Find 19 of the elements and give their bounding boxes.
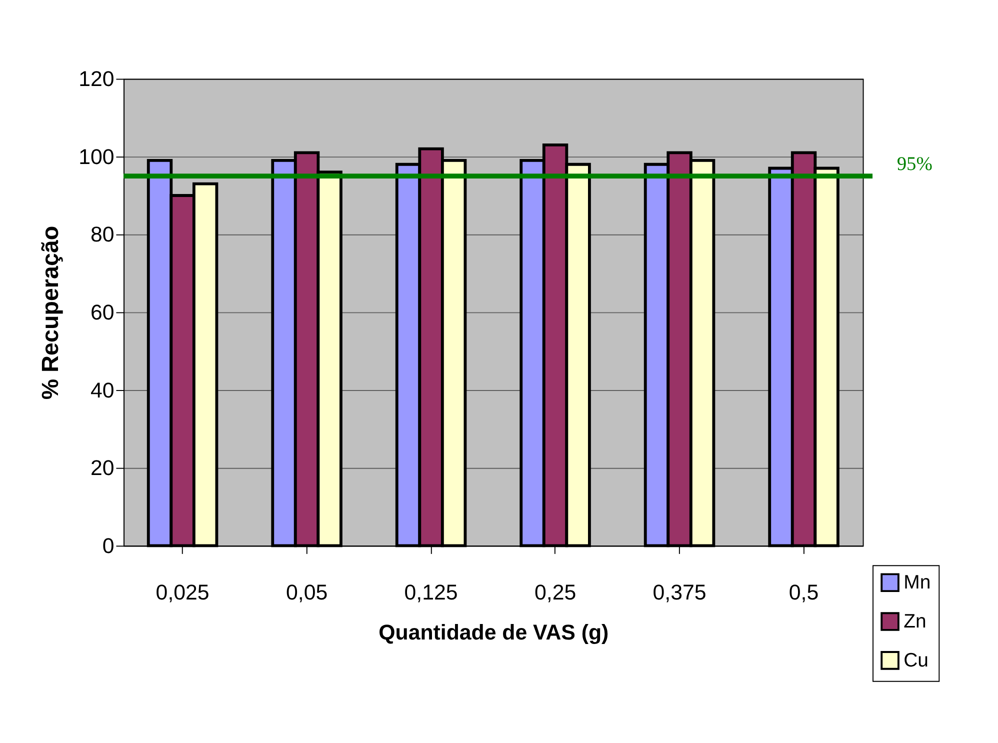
x-tick-label: 0,125 (404, 580, 458, 605)
x-tick-label: 0,25 (534, 580, 576, 605)
x-tick-label: 0,025 (156, 580, 210, 605)
legend-label: Zn (904, 610, 926, 632)
x-axis-title: Quantidade de VAS (g) (378, 620, 609, 645)
legend-label: Cu (904, 649, 929, 672)
y-tick-label: 0 (102, 534, 114, 558)
ref-line-label: 95% (896, 154, 932, 176)
y-axis-title: % Recuperação (37, 226, 64, 400)
legend-label: Mn (904, 571, 931, 594)
x-tick-label: 0,5 (788, 580, 819, 605)
y-tick-label: 20 (90, 456, 114, 480)
x-tick-label: 0,05 (286, 580, 328, 605)
y-tick-label: 80 (90, 222, 114, 247)
x-tick-label: 0,375 (652, 580, 706, 605)
y-tick-label: 60 (90, 300, 114, 325)
y-tick-label: 40 (90, 378, 114, 402)
y-tick-label: 100 (78, 144, 114, 169)
y-tick-label: 120 (78, 67, 114, 92)
